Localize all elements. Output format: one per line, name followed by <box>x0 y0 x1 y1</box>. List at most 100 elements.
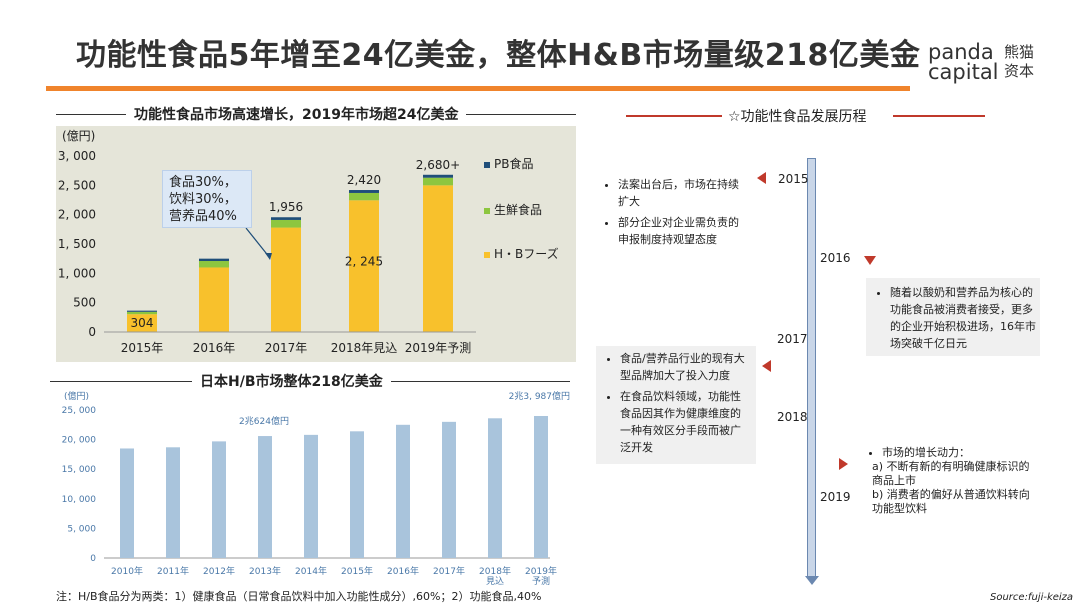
marker-2019 <box>839 458 848 470</box>
driver-a: a) 不断有新的有明确健康标识的商品上市 <box>872 460 1030 487</box>
legend-swatch <box>484 252 490 258</box>
driver-b: b) 消费者的偏好从普通饮料转向功能型饮料 <box>872 488 1030 515</box>
y-tick-label: 10, 000 <box>62 495 97 505</box>
timeline-item-2016-box <box>866 278 1040 356</box>
logo: panda capital <box>928 40 999 84</box>
x-tick-label: 2018年 <box>479 565 511 577</box>
bar <box>212 441 226 558</box>
bar-segment <box>199 261 229 268</box>
x-tick-label: 2016年 <box>387 565 419 577</box>
bar-segment <box>199 258 229 262</box>
bar <box>442 421 456 558</box>
legend-label: PB食品 <box>494 156 533 171</box>
legend-swatch <box>484 208 490 214</box>
y-tick-label: 3, 000 <box>58 149 96 163</box>
timeline-arrowhead <box>805 576 819 585</box>
bar-segment <box>423 174 453 178</box>
y-tick-label: 2, 000 <box>58 208 96 222</box>
y-tick-label: 500 <box>73 296 96 310</box>
y-tick-label: 2, 500 <box>58 178 96 192</box>
bar-segment <box>349 190 379 193</box>
total-label: 2,420 <box>347 173 381 187</box>
footnote: 注：H/B食品分为两类：1）健康食品（日常食品饮料中加入功能性成分）,60%；2… <box>56 590 542 603</box>
page-title: 功能性食品5年增至24亿美金，整体H&B市场量级218亿美金 <box>76 38 921 73</box>
bar <box>350 431 364 558</box>
year-2019: 2019 <box>820 490 851 504</box>
bar-segment <box>127 314 157 332</box>
y-tick-label: 20, 000 <box>62 436 97 446</box>
bar-segment <box>423 177 453 186</box>
timeline-item-2017-box <box>596 346 756 464</box>
bar <box>304 434 318 558</box>
callout-line: 食品30%， <box>169 175 237 190</box>
bar-segment <box>127 311 157 315</box>
section-title-hb: 日本H/B市场整体218亿美金 <box>192 371 391 391</box>
x-tick-label: 2016年 <box>193 341 236 355</box>
y-tick-label: 0 <box>88 325 96 339</box>
annotation-label: 2兆624億円 <box>239 415 289 427</box>
x-tick-label: 2013年 <box>249 565 281 577</box>
x-tick-label: 2019年 <box>525 565 557 577</box>
callout-arrowhead <box>265 253 272 260</box>
x-tick-label: 2015年 <box>121 341 164 355</box>
bullet: 随着以酸奶和营养品为核心的功能食品被消费者接受，更多的企业开始积极进场，16年市… <box>890 284 1036 352</box>
legend-swatch <box>484 162 490 168</box>
y-tick-label: 1, 000 <box>58 266 96 280</box>
timeline-item-2016: 随着以酸奶和营养品为核心的功能食品被消费者接受，更多的企业开始积极进场，16年市… <box>876 284 1036 356</box>
bullet: 食品/营养品行业的现有大型品牌加大了投入力度 <box>620 350 750 384</box>
total-label: 1,956 <box>269 200 303 214</box>
y-tick-label: 25, 000 <box>62 406 97 416</box>
annotation-label: 2兆3, 987億円 <box>509 390 570 402</box>
section-title-growth: 功能性食品市场高速增长，2019年市场超24亿美金 <box>126 104 467 124</box>
chart-hb-market: (億円) 0 5, 000 10, 000 15, 000 20, 000 25, 000 2… <box>62 390 570 587</box>
timeline-rule-right <box>893 115 985 117</box>
year-2016: 2016 <box>820 251 851 265</box>
bar <box>166 447 180 558</box>
x-tick-label: 2010年 <box>111 565 143 577</box>
bullet: 法案出台后，市场在持续扩大 <box>618 176 744 210</box>
x-tick-label: 2011年 <box>157 565 189 577</box>
callout-line: 营养品40% <box>169 209 237 224</box>
x-tick-label: 2012年 <box>203 565 235 577</box>
chart-functional-food: (億円) 0 500 1, 000 1, 500 2, 000 2, 500 3, 000 20… <box>58 129 559 355</box>
inner-label: 304 <box>131 316 154 330</box>
y-tick-label: 5, 000 <box>67 524 96 534</box>
bar <box>120 448 134 558</box>
bar <box>488 418 502 558</box>
timeline-item-2017: 食品/营养品行业的现有大型品牌加大了投入力度 在食品饮料领域，功能性食品因其作为… <box>606 350 750 460</box>
bullet: 在食品饮料领域，功能性食品因其作为健康维度的一种有效区分手段而被广泛开发 <box>620 388 750 456</box>
inner-label: 2, 245 <box>345 255 383 269</box>
bullet: 市场的增长动力： <box>882 446 1038 460</box>
x-tick-label: 2018年見込 <box>331 341 398 355</box>
year-2015: 2015 <box>778 172 809 186</box>
x-tick-label: 2019年予測 <box>405 341 472 355</box>
x-tick-label: 予測 <box>532 575 550 587</box>
y-tick-label: 0 <box>90 554 96 564</box>
timeline-rule-left <box>626 115 722 117</box>
x-tick-label: 2017年 <box>265 341 308 355</box>
x-tick-label: 見込 <box>486 576 504 587</box>
unit-label: (億円) <box>62 129 95 143</box>
legend-label: H・Bフーズ <box>494 246 559 261</box>
bullet: 部分企业对企业需负责的申报制度持观望态度 <box>618 214 744 248</box>
marker-2017 <box>762 360 771 372</box>
bar <box>396 424 410 558</box>
year-2017: 2017 <box>777 332 808 346</box>
bar-segment <box>271 217 301 220</box>
timeline-title: ☆功能性食品发展历程 <box>728 109 867 125</box>
share-callout: 食品30%， 饮料30%， 营养品40% <box>162 170 252 228</box>
logo-cn: 熊猫 资本 <box>1004 43 1035 80</box>
x-tick-label: 2015年 <box>341 565 373 577</box>
bar-segment <box>349 192 379 201</box>
y-tick-label: 15, 000 <box>62 465 97 475</box>
logo-en: panda capital <box>928 40 999 84</box>
bar-segment <box>127 310 157 312</box>
timeline-item-2015: 法案出台后，市场在持续扩大 部分企业对企业需负责的申报制度持观望态度 <box>604 176 744 252</box>
marker-2016 <box>864 256 876 265</box>
y-tick-label: 1, 500 <box>58 237 96 251</box>
x-tick-label: 2014年 <box>295 565 327 577</box>
title-underline <box>46 86 910 91</box>
bar <box>258 436 272 558</box>
source-label: Source:fuji-keiza <box>990 592 1074 603</box>
total-label: 2,680+ <box>416 158 460 172</box>
